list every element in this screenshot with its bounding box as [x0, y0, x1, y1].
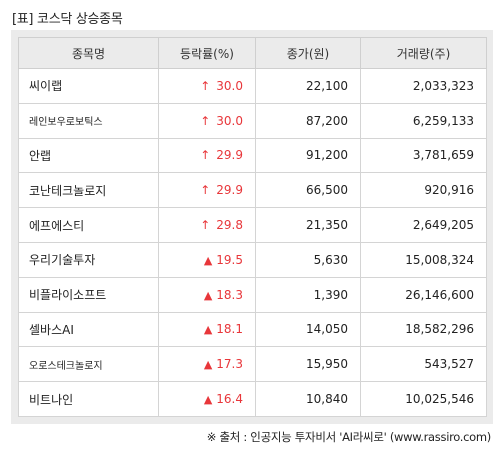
- header-close-price: 종가(원): [255, 37, 361, 69]
- table-row: 에프에스티 ↑ 29.8 21,350 2,649,205: [18, 207, 487, 243]
- trade-volume: 18,582,296: [360, 311, 487, 348]
- stock-name: 레인보우로보틱스: [18, 102, 159, 139]
- close-price: 14,050: [255, 311, 361, 348]
- change-rate: ↑ 29.8: [158, 207, 256, 243]
- change-rate-value: 29.9: [216, 183, 243, 198]
- header-change-rate: 등락률(%): [158, 37, 256, 69]
- trade-volume: 920,916: [360, 172, 487, 209]
- close-price: 87,200: [255, 102, 361, 139]
- change-rate: ▲ 19.5: [158, 241, 256, 278]
- stock-name: 안랩: [18, 137, 159, 174]
- stock-name: 셀바스AI: [18, 311, 159, 348]
- close-price: 15,950: [255, 346, 361, 383]
- stock-name: 비트나인: [18, 381, 159, 417]
- trade-volume: 2,033,323: [360, 68, 487, 104]
- table-row: 씨이랩 ↑ 30.0 22,100 2,033,323: [18, 68, 487, 104]
- change-rate: ▲ 16.4: [158, 381, 256, 417]
- close-price: 91,200: [255, 137, 361, 174]
- change-rate: ↑ 30.0: [158, 102, 256, 139]
- stock-name: 에프에스티: [18, 207, 159, 243]
- table-row: 우리기술투자 ▲ 19.5 5,630 15,008,324: [18, 241, 487, 278]
- trade-volume: 6,259,133: [360, 102, 487, 139]
- stock-name: 오로스테크놀로지: [18, 346, 159, 383]
- red-triangle-up-icon: ▲: [203, 288, 213, 302]
- table-header-row: 종목명 등락률(%) 종가(원) 거래량(주): [18, 37, 487, 69]
- trade-volume: 3,781,659: [360, 137, 487, 174]
- stock-table: 종목명 등락률(%) 종가(원) 거래량(주) 씨이랩 ↑ 30.0 22,100 2,…: [18, 37, 487, 417]
- change-rate-value: 16.4: [216, 392, 243, 407]
- change-rate-value: 29.8: [216, 218, 243, 233]
- stock-name: 씨이랩: [18, 68, 159, 104]
- red-triangle-up-icon: ▲: [203, 253, 213, 267]
- change-rate: ↑ 30.0: [158, 68, 256, 104]
- header-volume: 거래량(주): [360, 37, 487, 69]
- table-row: 레인보우로보틱스 ↑ 30.0 87,200 6,259,133: [18, 102, 487, 139]
- close-price: 5,630: [255, 241, 361, 278]
- close-price: 1,390: [255, 276, 361, 313]
- close-price: 22,100: [255, 68, 361, 104]
- change-rate-value: 30.0: [216, 113, 243, 128]
- change-rate: ↑ 29.9: [158, 137, 256, 174]
- red-triangle-up-icon: ▲: [203, 358, 213, 372]
- table-row: 안랩 ↑ 29.9 91,200 3,781,659: [18, 137, 487, 174]
- red-triangle-up-icon: ▲: [203, 393, 213, 407]
- red-triangle-up-icon: ▲: [203, 323, 213, 337]
- trade-volume: 10,025,546: [360, 381, 487, 417]
- close-price: 10,840: [255, 381, 361, 417]
- header-stock-name: 종목명: [18, 37, 159, 69]
- table-row: 셀바스AI ▲ 18.1 14,050 18,582,296: [18, 311, 487, 348]
- change-rate-value: 29.9: [216, 148, 243, 163]
- source-footer: ※ 출처 : 인공지능 투자비서 'AI라씨로' (www.rassiro.co…: [206, 430, 492, 444]
- stock-name: 코난테크놀로지: [18, 172, 159, 209]
- change-rate: ▲ 17.3: [158, 346, 256, 383]
- trade-volume: 26,146,600: [360, 276, 487, 313]
- thin-up-arrow-icon: ↑: [200, 183, 211, 198]
- close-price: 21,350: [255, 207, 361, 243]
- page-title: [표] 코스닥 상승종목: [12, 12, 123, 27]
- change-rate-value: 19.5: [216, 252, 243, 267]
- change-rate: ▲ 18.1: [158, 311, 256, 348]
- table-row: 코난테크놀로지 ↑ 29.9 66,500 920,916: [18, 172, 487, 209]
- table-frame: 종목명 등락률(%) 종가(원) 거래량(주) 씨이랩 ↑ 30.0 22,100 2,…: [11, 30, 493, 424]
- table-row: 오로스테크놀로지 ▲ 17.3 15,950 543,527: [18, 346, 487, 383]
- trade-volume: 15,008,324: [360, 241, 487, 278]
- change-rate-value: 18.1: [216, 322, 243, 337]
- table-row: 비트나인 ▲ 16.4 10,840 10,025,546: [18, 381, 487, 417]
- stock-name: 우리기술투자: [18, 241, 159, 278]
- change-rate-value: 30.0: [216, 78, 243, 93]
- stock-name: 비플라이소프트: [18, 276, 159, 313]
- thin-up-arrow-icon: ↑: [200, 218, 211, 233]
- thin-up-arrow-icon: ↑: [200, 148, 211, 163]
- thin-up-arrow-icon: ↑: [200, 113, 211, 128]
- table-row: 비플라이소프트 ▲ 18.3 1,390 26,146,600: [18, 276, 487, 313]
- change-rate-value: 18.3: [216, 287, 243, 302]
- change-rate: ▲ 18.3: [158, 276, 256, 313]
- trade-volume: 543,527: [360, 346, 487, 383]
- thin-up-arrow-icon: ↑: [200, 78, 211, 93]
- trade-volume: 2,649,205: [360, 207, 487, 243]
- close-price: 66,500: [255, 172, 361, 209]
- change-rate-value: 17.3: [216, 357, 243, 372]
- change-rate: ↑ 29.9: [158, 172, 256, 209]
